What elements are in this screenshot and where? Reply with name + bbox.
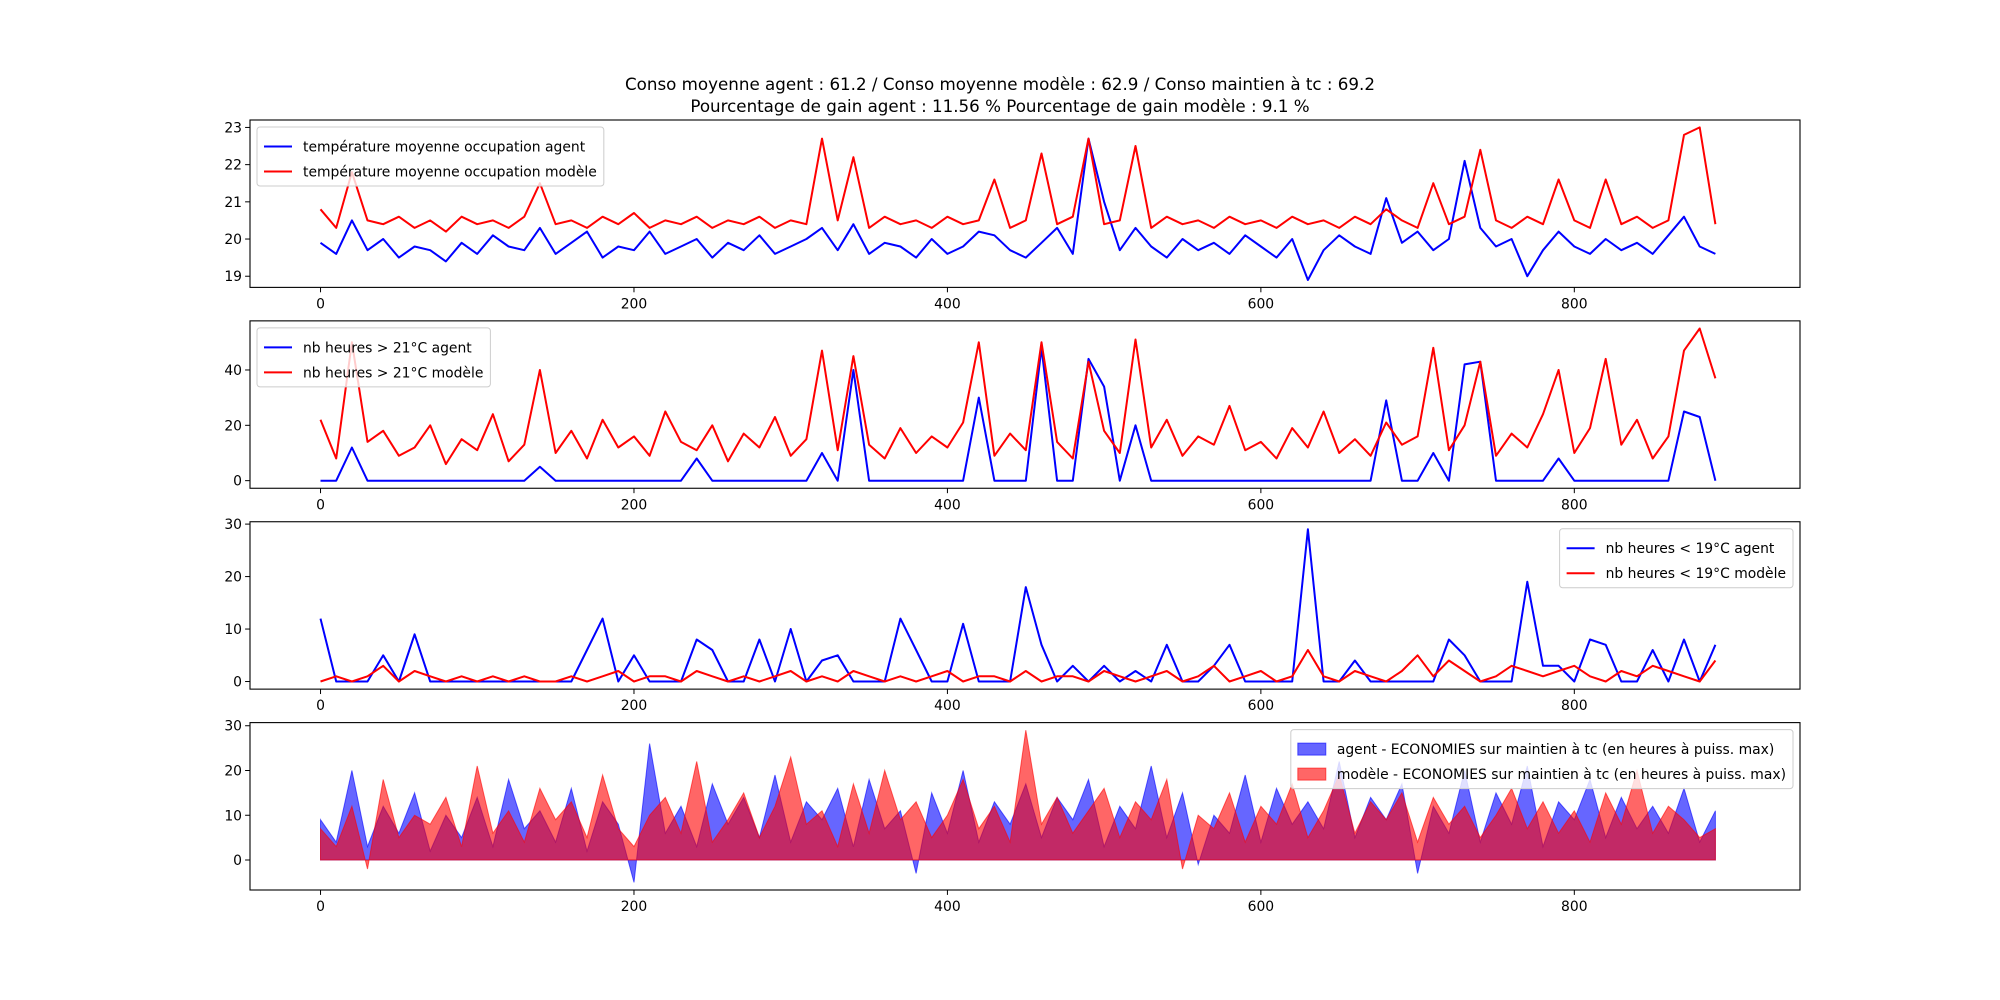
legend-label-1: température moyenne occupation agent: [303, 140, 586, 156]
x-tick-label: 600: [1248, 698, 1275, 714]
legend-label-2: nb heures < 19°C modèle: [1606, 566, 1786, 582]
legend-box: [256, 327, 491, 388]
y-tick-label: 10: [224, 622, 242, 638]
plot-area: [319, 126, 1717, 281]
y-tick-label: 20: [224, 418, 242, 434]
axes-frame: [249, 320, 1801, 489]
legend: agent - ECONOMIES sur maintien à tc (en …: [1290, 729, 1794, 790]
y-tick-label: 40: [224, 363, 242, 379]
area-series-2: [320, 730, 1716, 870]
legend-label-1: agent - ECONOMIES sur maintien à tc (en …: [1337, 742, 1775, 758]
legend-box: [1559, 528, 1794, 589]
y-tick-label: 30: [224, 517, 242, 533]
y-tick-label: 19: [224, 269, 242, 285]
x-tick-label: 400: [934, 698, 961, 714]
y-tick-label: 22: [224, 158, 242, 174]
x-tick-label: 400: [934, 497, 961, 513]
x-tick-label: 800: [1561, 899, 1588, 915]
axes-frame: [249, 722, 1801, 891]
y-tick-label: 20: [224, 763, 242, 779]
legend: température moyenne occupation agent temp…: [256, 126, 605, 187]
legend: nb heures < 19°C agent nb heures < 19°C m…: [1559, 528, 1794, 589]
line-series-1: [319, 528, 1717, 683]
x-tick-label: 600: [1248, 899, 1275, 915]
x-tick-label: 200: [621, 497, 648, 513]
subplot-4: 0 200 400 600 800 0 10 20 30 agent - ECONOMIES su…: [224, 719, 1801, 915]
x-tick-label: 200: [621, 296, 648, 312]
x-tick-label: 400: [934, 899, 961, 915]
line-series-2: [319, 327, 1717, 466]
subplot-2: 0 200 400 600 800 0 20 40 nb heures > 21°C agent…: [224, 320, 1801, 513]
legend-swatch-2: [1297, 767, 1327, 781]
plot-area: [320, 730, 1716, 883]
line-series-2: [320, 649, 1717, 683]
legend-box: [256, 126, 605, 187]
chart-title-line-2: Pourcentage de gain agent : 11.56 % Pour…: [690, 96, 1309, 116]
x-tick-label: 800: [1561, 296, 1588, 312]
y-tick-label: 23: [224, 120, 242, 136]
legend-swatch-1: [1297, 742, 1327, 756]
x-tick-label: 400: [934, 296, 961, 312]
line-series-1: [319, 137, 1716, 281]
y-tick-label: 20: [224, 570, 242, 586]
legend-label-2: nb heures > 21°C modèle: [303, 365, 483, 381]
x-tick-label: 0: [316, 296, 325, 312]
plot-area: [319, 528, 1717, 683]
x-tick-label: 200: [621, 899, 648, 915]
x-tick-label: 800: [1561, 497, 1588, 513]
legend-label-1: nb heures < 19°C agent: [1606, 541, 1775, 557]
chart-title-line-1: Conso moyenne agent : 61.2 / Conso moyen…: [625, 74, 1375, 94]
y-tick-label: 20: [224, 232, 242, 248]
axes-frame: [249, 119, 1801, 288]
plot-area: [319, 327, 1717, 482]
x-tick-label: 0: [316, 497, 325, 513]
line-series-2: [319, 126, 1717, 233]
subplot-1: 0 200 400 600 800 19 20 21 22 23 température moyen…: [224, 119, 1801, 312]
y-tick-label: 0: [233, 853, 242, 869]
legend-label-2: température moyenne occupation modèle: [303, 165, 597, 181]
axes-frame: [249, 521, 1801, 690]
y-tick-label: 0: [233, 474, 242, 490]
x-tick-label: 600: [1248, 497, 1275, 513]
subplot-3: 0 200 400 600 800 0 10 20 30 nb heures < 19°C age…: [224, 517, 1801, 714]
y-tick-label: 21: [224, 195, 242, 211]
legend-label-2: modèle - ECONOMIES sur maintien à tc (en…: [1337, 767, 1786, 783]
legend: nb heures > 21°C agent nb heures > 21°C m…: [256, 327, 491, 388]
x-tick-label: 0: [316, 698, 325, 714]
x-tick-label: 200: [621, 698, 648, 714]
y-tick-label: 0: [233, 675, 242, 691]
legend-label-1: nb heures > 21°C agent: [303, 340, 472, 356]
y-tick-label: 30: [224, 719, 242, 735]
legend-box: [1290, 729, 1794, 790]
x-tick-label: 0: [316, 899, 325, 915]
x-tick-label: 800: [1561, 698, 1588, 714]
y-tick-label: 10: [224, 808, 242, 824]
x-tick-label: 600: [1248, 296, 1275, 312]
